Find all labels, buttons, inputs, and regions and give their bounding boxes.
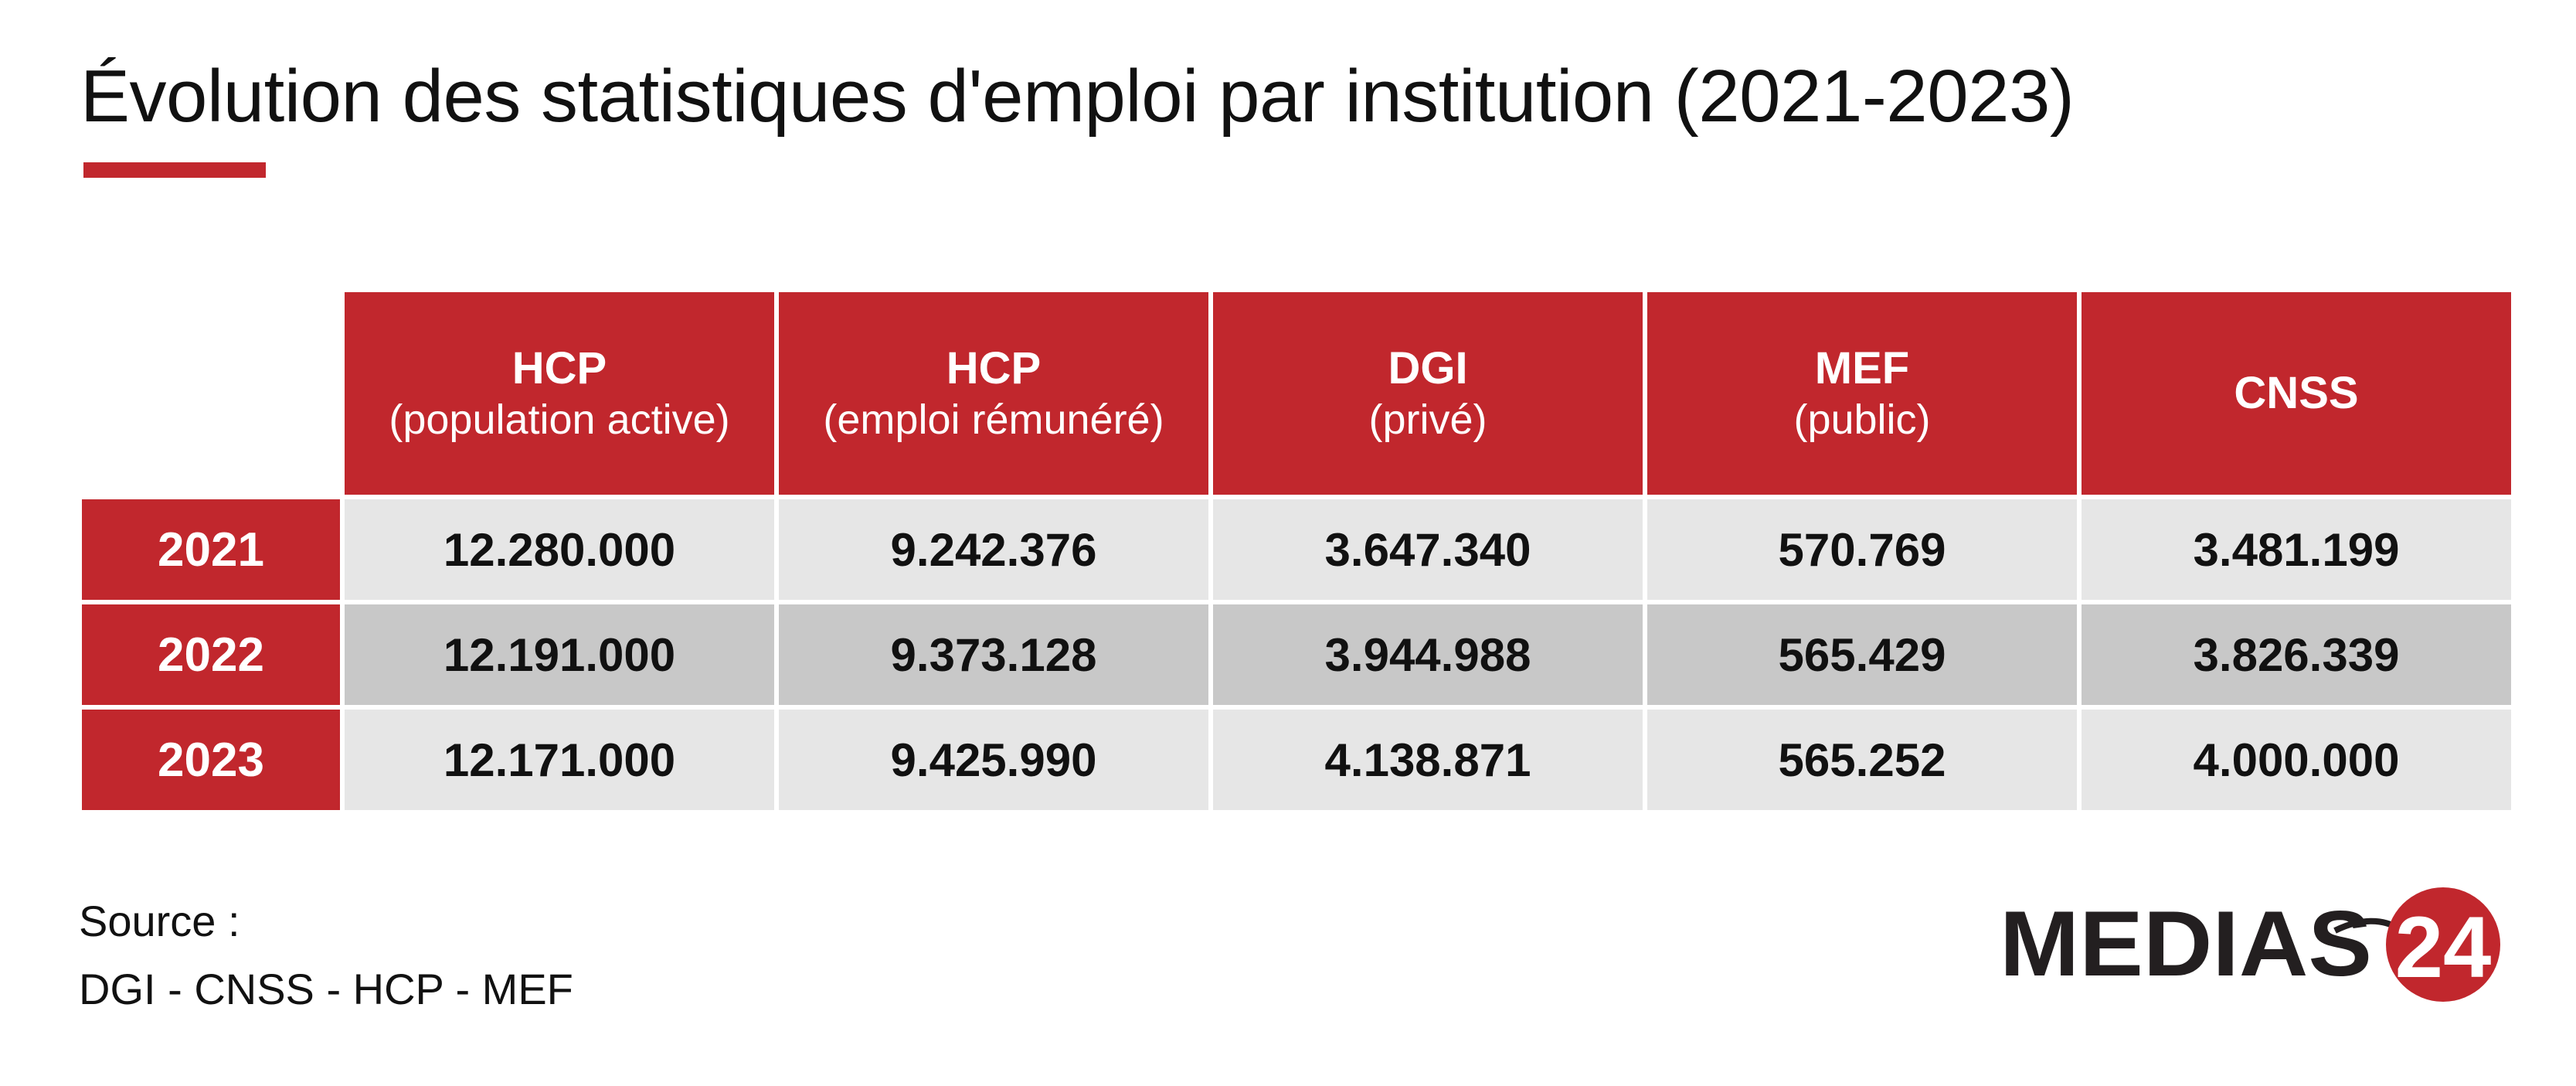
table-cell: 9.425.990 [779,710,1208,810]
table-cell: 4.000.000 [2082,710,2511,810]
row-year: 2022 [82,604,340,705]
title-underline [83,162,266,178]
table-cell: 565.429 [1647,604,2077,705]
table-cell: 3.647.340 [1213,499,1643,600]
column-header-sub: (population active) [389,397,730,444]
table-cell: 12.280.000 [345,499,774,600]
column-header: HCP (population active) [345,292,774,495]
header-row: HCP (population active) HCP (emploi rému… [82,292,2511,495]
table-cell: 4.138.871 [1213,710,1643,810]
column-header-sub: (emploi rémunéré) [823,397,1164,444]
column-header: DGI (privé) [1213,292,1643,495]
column-header-main: MEF [1814,342,1910,393]
employment-stats-table: HCP (population active) HCP (emploi rému… [77,288,2516,815]
table-cell: 9.242.376 [779,499,1208,600]
medias24-logo: MEDIAS 24 [2000,887,2500,1002]
table-cell: 12.191.000 [345,604,774,705]
source-label: Source : [79,897,240,945]
source-text: DGI - CNSS - HCP - MEF [79,965,573,1013]
column-header: CNSS [2082,292,2511,495]
table-row: 2021 12.280.000 9.242.376 3.647.340 570.… [82,499,2511,600]
column-header-sub: (public) [1793,397,1931,444]
column-header-sub: (privé) [1368,397,1487,444]
logo-disc [2386,887,2500,1002]
column-header-main: DGI [1388,342,1468,393]
table-cell: 3.481.199 [2082,499,2511,600]
column-header-main: HCP [946,342,1042,393]
column-header-main: HCP [511,342,607,393]
table-cell: 565.252 [1647,710,2077,810]
row-year: 2021 [82,499,340,600]
corner-cell [82,292,340,495]
logo-number: 24 [2395,899,2492,996]
logo-wordmark: MEDIAS [2000,892,2372,996]
table-row: 2022 12.191.000 9.373.128 3.944.988 565.… [82,604,2511,705]
page-title: Évolution des statistiques d'emploi par … [80,55,2075,138]
row-year: 2023 [82,710,340,810]
table-row: 2023 12.171.000 9.425.990 4.138.871 565.… [82,710,2511,810]
source-note: Source : DGI - CNSS - HCP - MEF [79,887,573,1023]
table-cell: 9.373.128 [779,604,1208,705]
table-cell: 570.769 [1647,499,2077,600]
table-cell: 3.826.339 [2082,604,2511,705]
column-header-main: CNSS [2234,368,2359,419]
table-cell: 12.171.000 [345,710,774,810]
column-header: MEF (public) [1647,292,2077,495]
table-cell: 3.944.988 [1213,604,1643,705]
column-header: HCP (emploi rémunéré) [779,292,1208,495]
